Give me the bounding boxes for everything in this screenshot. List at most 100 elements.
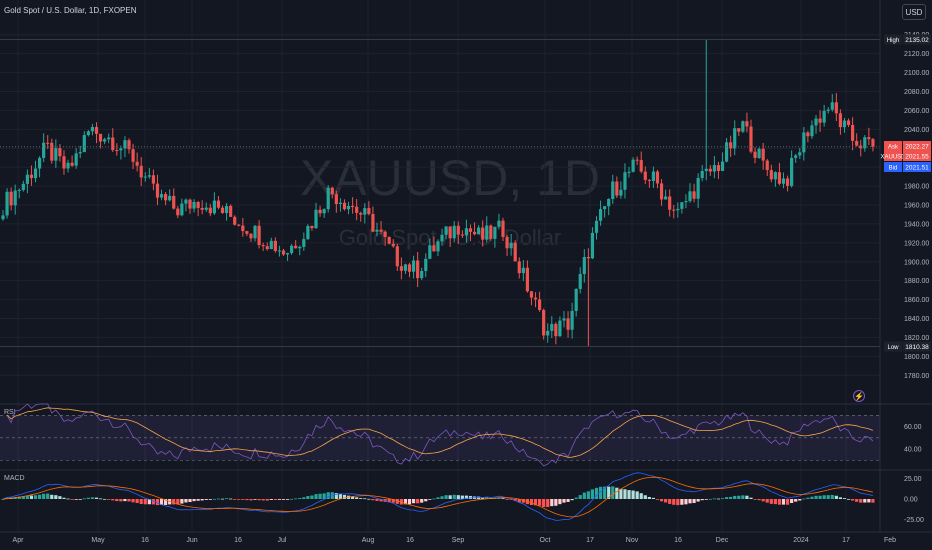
high-label-bg [884, 34, 902, 45]
candle-body [172, 195, 176, 209]
macd-histogram-bar [440, 496, 444, 499]
macd-histogram-bar [403, 499, 408, 505]
candle-body [383, 231, 387, 237]
candle-body [790, 157, 794, 186]
candle-body [411, 260, 416, 272]
candle-body [277, 250, 282, 252]
time-label: Feb [884, 537, 896, 544]
candle-body [757, 148, 761, 158]
macd-histogram-bar [62, 497, 66, 499]
candle-body [399, 266, 403, 271]
macd-histogram-bar [570, 499, 574, 501]
candle-body [436, 241, 440, 252]
macd-histogram-bar [351, 496, 355, 499]
macd-histogram-bar [54, 495, 58, 499]
low-value-bg [903, 341, 931, 352]
macd-histogram-bar [765, 499, 769, 503]
candle-body [785, 178, 790, 186]
macd-histogram-bar [180, 499, 184, 504]
candle-body [708, 168, 712, 172]
candle-body [647, 179, 651, 181]
candle-body [407, 264, 412, 272]
candle-body [216, 200, 221, 208]
macd-histogram-bar [367, 498, 371, 500]
currency-button[interactable]: USD [902, 4, 926, 20]
candle-body [590, 232, 595, 259]
macd-histogram-bar [375, 499, 379, 501]
candle-body [769, 170, 773, 180]
candle-body [529, 291, 534, 298]
candle-body [78, 152, 82, 154]
candle-body [359, 212, 363, 215]
candle-body [17, 189, 21, 191]
candle-body [151, 175, 156, 184]
macd-histogram-bar [481, 497, 485, 499]
macd-histogram-bar [273, 499, 277, 501]
macd-histogram-bar [521, 499, 525, 503]
macd-pane: MACD 25.00 0.00 -25.00 [0, 469, 932, 524]
macd-histogram-bar [590, 489, 595, 499]
time-label: 17 [586, 537, 594, 544]
price-tick: 2060.00 [904, 108, 929, 115]
macd-histogram-bar [424, 499, 428, 502]
candle-body [798, 152, 802, 156]
macd-histogram-bar [578, 495, 582, 499]
candle-body [107, 137, 111, 140]
macd-histogram-bar [265, 499, 269, 501]
candle-body [651, 171, 656, 181]
macd-histogram-bar [509, 499, 513, 500]
candle-body [355, 206, 359, 213]
macd-histogram-bar [200, 499, 204, 501]
time-label: Jul [278, 537, 287, 544]
candle-body [302, 239, 306, 247]
macd-histogram-bar [773, 499, 777, 505]
macd-histogram-bar [257, 499, 261, 501]
bid-label-bg [884, 162, 902, 172]
macd-histogram-bar [761, 499, 765, 502]
macd-histogram-bar [529, 499, 534, 506]
candle-body [74, 153, 78, 166]
macd-histogram-bar [90, 497, 95, 499]
macd-histogram-bar [269, 499, 273, 500]
macd-histogram-bar [355, 497, 359, 499]
macd-histogram-bar [196, 499, 200, 501]
candle-body [696, 177, 700, 199]
macd-histogram-bar [302, 497, 306, 499]
macd-histogram-bar [464, 495, 469, 499]
macd-histogram-bar [558, 499, 562, 505]
bolt-icon[interactable]: ⚡ [853, 390, 865, 402]
price-tick: 1900.00 [904, 259, 929, 266]
macd-histogram-bar [456, 495, 460, 499]
candle-body [607, 198, 611, 207]
price-tick: 2080.00 [904, 89, 929, 96]
macd-histogram-bar [485, 497, 489, 499]
candle-body [477, 227, 481, 235]
candle-body [806, 132, 810, 137]
macd-histogram-bar [790, 499, 794, 504]
candle-body [542, 309, 546, 336]
price-tick: 1880.00 [904, 278, 929, 285]
candle-body [822, 110, 826, 123]
candle-body [733, 128, 737, 149]
macd-histogram-bar [676, 499, 680, 506]
macd-histogram-bar [716, 498, 721, 500]
macd-histogram-bar [330, 492, 334, 499]
macd-histogram-bar [46, 493, 50, 499]
symbol-title[interactable]: Gold Spot / U.S. Dollar, 1D, FXOPEN [4, 6, 137, 15]
ask-label: Ask [888, 145, 899, 151]
candle-body [111, 137, 115, 151]
candle-body [472, 231, 477, 235]
candle-body [379, 229, 383, 232]
candle-body [338, 202, 343, 204]
macd-histogram-bar [468, 495, 473, 499]
macd-histogram-bar [550, 499, 554, 507]
candle-body [692, 191, 696, 199]
time-label: Sep [452, 537, 465, 544]
candle-body [428, 245, 432, 259]
macd-histogram-bar [692, 499, 696, 504]
candle-body [493, 226, 497, 239]
macd-histogram-bar [627, 490, 631, 499]
candle-body [115, 150, 119, 152]
time-label: Apr [13, 537, 25, 544]
